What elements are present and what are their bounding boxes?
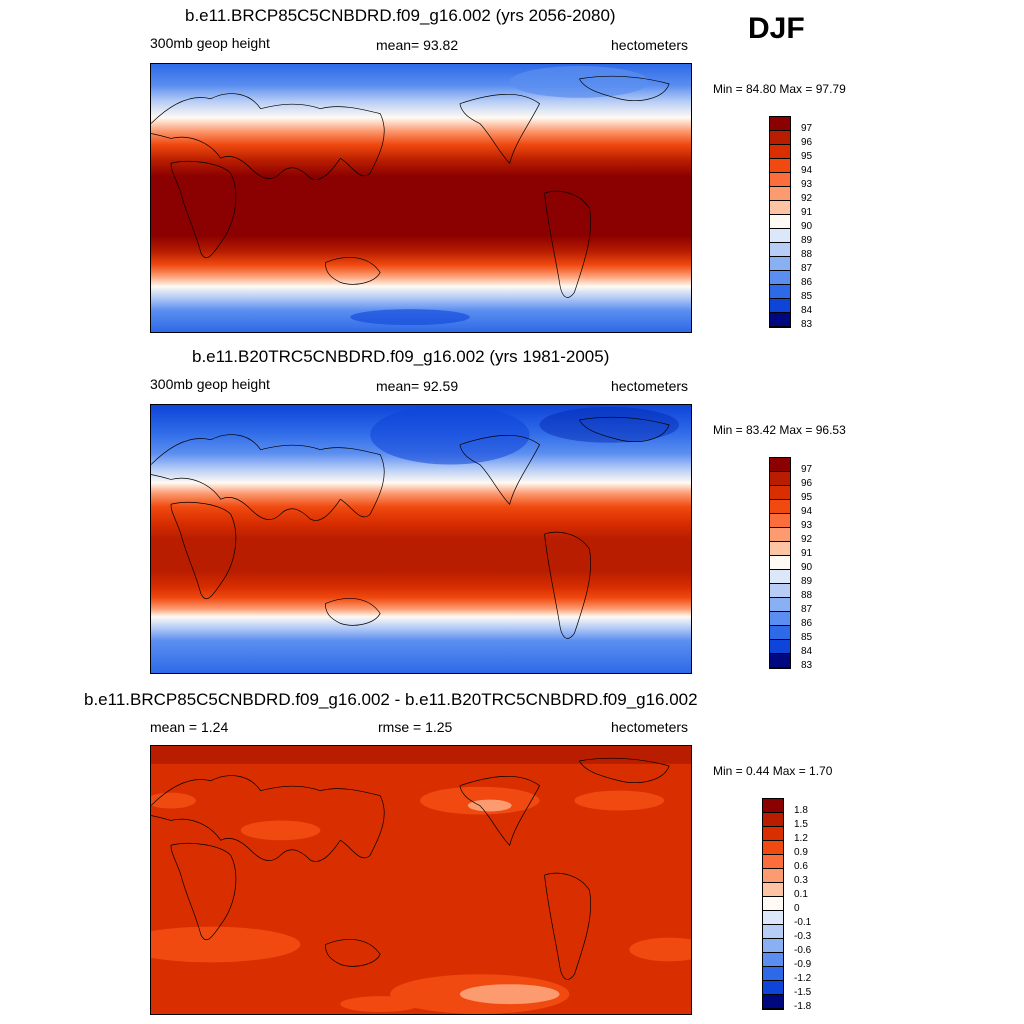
panel1-cbar-label: 94	[801, 165, 813, 176]
panel3-cbar-label: 0	[794, 903, 800, 914]
panel3-colorbar	[762, 798, 784, 1010]
panel3-cbar-label: -0.3	[794, 931, 812, 942]
panel1-map	[150, 63, 692, 333]
panel2-cbar-label: 90	[801, 562, 813, 573]
panel2-map	[150, 404, 692, 674]
panel2-cbar-label: 83	[801, 660, 813, 671]
panel1-cbar-label: 88	[801, 249, 813, 260]
panel2-left-label: 300mb geop height	[150, 376, 270, 392]
panel3-cbar-label: 1.5	[794, 819, 808, 830]
panel1-title: b.e11.BRCP85C5CNBDRD.f09_g16.002 (yrs 20…	[185, 6, 616, 25]
panel3-cbar-label: 1.8	[794, 805, 808, 816]
panel2-cbar-label: 91	[801, 548, 813, 559]
panel1-cbar-label: 89	[801, 235, 813, 246]
panel3-cbar-label: 0.6	[794, 861, 808, 872]
panel1-cbar-label: 96	[801, 137, 813, 148]
panel1-cbar-label: 86	[801, 277, 813, 288]
panel1-cbar-label: 85	[801, 291, 813, 302]
panel3-rmse-label: rmse = 1.25	[378, 719, 453, 735]
panel2-cbar-label: 85	[801, 632, 813, 643]
panel2-title: b.e11.B20TRC5CNBDRD.f09_g16.002 (yrs 198…	[192, 347, 610, 366]
panel1-cbar-label: 93	[801, 179, 813, 190]
panel2-cbar-label: 95	[801, 492, 813, 503]
panel3-cbar-label: -1.2	[794, 973, 812, 984]
panel3-cbar-label: 1.2	[794, 833, 808, 844]
panel3-cbar-label: -0.1	[794, 917, 812, 928]
panel2-cbar-label: 87	[801, 604, 813, 615]
panel3-title: b.e11.BRCP85C5CNBDRD.f09_g16.002 - b.e11…	[84, 690, 698, 709]
panel2-cbar-label: 96	[801, 478, 813, 489]
panel1-cbar-label: 95	[801, 151, 813, 162]
panel3-map	[150, 745, 692, 1015]
panel3-cbar-label: -0.9	[794, 959, 812, 970]
panel2-cbar-label: 89	[801, 576, 813, 587]
panel1-cbar-label: 90	[801, 221, 813, 232]
panel3-cbar-label: -1.8	[794, 1001, 812, 1012]
panel1-cbar-label: 87	[801, 263, 813, 274]
panel2-colorbar	[769, 457, 791, 669]
panel1-cbar-label: 97	[801, 123, 813, 134]
panel1-units-label: hectometers	[611, 37, 689, 53]
season-label: DJF	[748, 12, 805, 45]
panel3-cbar-label: -0.6	[794, 945, 812, 956]
panel2-minmax: Min = 83.42 Max = 96.53	[713, 423, 846, 437]
panel1-minmax: Min = 84.80 Max = 97.79	[713, 82, 846, 96]
panel3-minmax: Min = 0.44 Max = 1.70	[713, 764, 833, 778]
panel2-cbar-label: 93	[801, 520, 813, 531]
panel2-units-label: hectometers	[611, 378, 689, 394]
panel2-cbar-label: 97	[801, 464, 813, 475]
panel1-cbar-label: 92	[801, 193, 813, 204]
panel3-cbar-label: 0.3	[794, 875, 808, 886]
panel3-cbar-label: -1.5	[794, 987, 812, 998]
panel3-cbar-label: 0.9	[794, 847, 808, 858]
panel2-cbar-label: 88	[801, 590, 813, 601]
panel1-colorbar	[769, 116, 791, 328]
panel3-mean-label: mean = 1.24	[150, 719, 229, 735]
panel1-cbar-label: 84	[801, 305, 813, 316]
panel2-cbar-label: 84	[801, 646, 813, 657]
panel1-cbar-label: 91	[801, 207, 813, 218]
panel1-cbar-label: 83	[801, 319, 813, 330]
panel2-cbar-label: 86	[801, 618, 813, 629]
panel3-cbar-label: 0.1	[794, 889, 808, 900]
panel3-units-label: hectometers	[611, 719, 689, 735]
panel2-mean-label: mean= 92.59	[376, 378, 459, 394]
panel2-cbar-label: 92	[801, 534, 813, 545]
panel1-left-label: 300mb geop height	[150, 35, 270, 51]
panel2-cbar-label: 94	[801, 506, 813, 517]
panel1-mean-label: mean= 93.82	[376, 37, 459, 53]
